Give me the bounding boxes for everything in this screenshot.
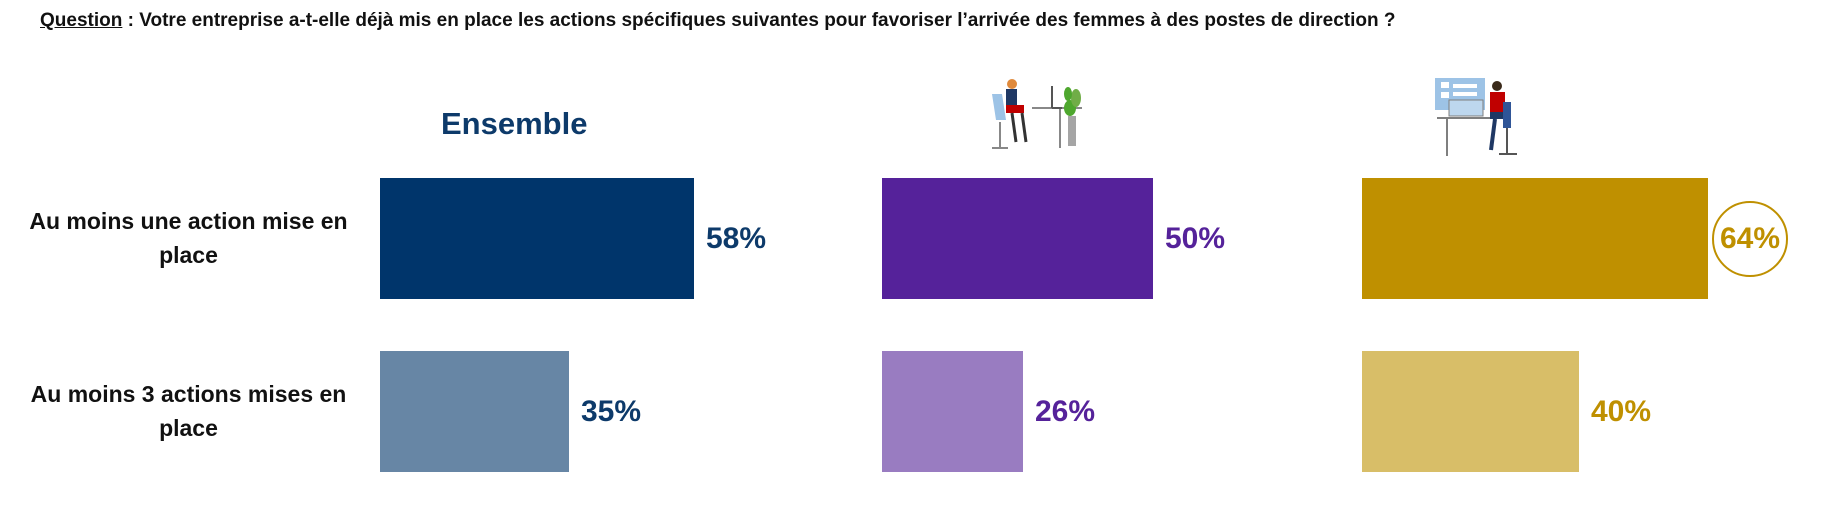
value-label-1-0: 50% — [1165, 221, 1226, 255]
woman-at-desk-icon — [992, 79, 1082, 149]
category-label-line: Au moins une action mise en — [29, 208, 348, 234]
group-title-ensemble: Ensemble — [441, 106, 588, 141]
value-label-2-1: 40% — [1591, 394, 1652, 428]
category-label-0: Au moins une action mise en place — [10, 204, 367, 272]
question-label: Question — [40, 10, 123, 31]
value-label-0-1: 35% — [581, 394, 642, 428]
value-label-0-0: 58% — [706, 221, 767, 255]
bar-2-0 — [1362, 178, 1708, 299]
bar-0-0 — [380, 178, 694, 299]
bar-0-1 — [380, 351, 569, 472]
category-label-1: Au moins 3 actions mises en place — [10, 377, 367, 445]
category-label-line: place — [159, 242, 218, 268]
bar-2-1 — [1362, 351, 1579, 472]
question: Question : Votre entreprise a-t-elle déj… — [40, 10, 1395, 32]
man-at-computer-icon — [1435, 78, 1517, 156]
highlight-ring — [1712, 200, 1788, 277]
bar-1-0 — [882, 178, 1153, 299]
bar-1-1 — [882, 351, 1023, 472]
category-label-line: Au moins 3 actions mises en — [30, 381, 347, 407]
value-label-1-1: 26% — [1035, 394, 1096, 428]
category-label-line: place — [159, 415, 218, 441]
question-text: : Votre entreprise a-t-elle déjà mis en … — [122, 10, 1396, 31]
